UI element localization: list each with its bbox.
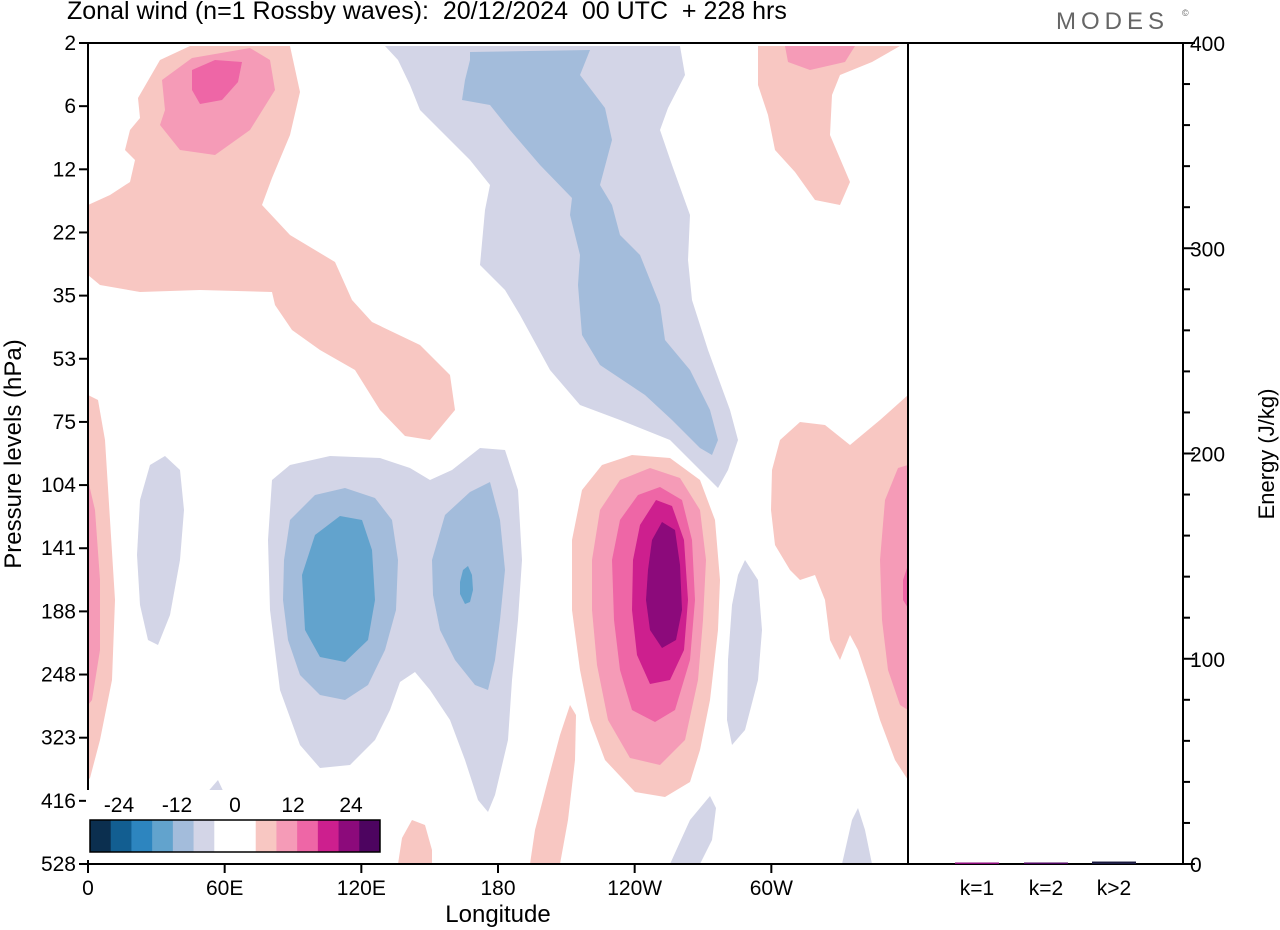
contour-pos-right-edge-12 xyxy=(903,565,908,608)
pressure-tick-label: 35 xyxy=(53,285,76,308)
colorbar-tick-label: 12 xyxy=(281,794,304,817)
colorbar-swatch xyxy=(131,820,153,852)
y-axis-title: Pressure levels (hPa) xyxy=(0,339,27,568)
copyright-mark: © xyxy=(1182,8,1189,18)
contour-pos-bottom-2 xyxy=(398,820,432,864)
contour-neg-strat-inner xyxy=(462,50,718,455)
colorbar-swatch xyxy=(172,820,194,852)
longitude-tick-label: 180 xyxy=(480,877,515,900)
colorbar-swatch xyxy=(214,820,236,852)
longitude-tick-label: 120E xyxy=(337,877,386,900)
contour-pos-left-edge-6 xyxy=(88,480,100,705)
energy-bar xyxy=(955,862,999,864)
contour-neg-80w xyxy=(727,560,762,745)
longitude-axis: 0 60E 120E 180 120W 60W xyxy=(82,864,793,900)
pressure-tick-label: 53 xyxy=(53,348,76,371)
contour-pos-left-edge xyxy=(88,395,115,780)
contour-pos-upper-right xyxy=(758,46,900,205)
contour-pos-right-edge xyxy=(771,395,908,780)
pressure-tick-label: 323 xyxy=(41,727,76,750)
energy-tick-label: 100 xyxy=(1190,649,1225,672)
contour-field xyxy=(88,46,908,864)
energy-axis: 0 100 200 300 400 xyxy=(1183,33,1225,877)
contour-pos-upper-left-12 xyxy=(192,60,242,104)
contour-neg-bottom-1 xyxy=(670,796,716,864)
energy-category-label: k>2 xyxy=(1097,877,1131,900)
pressure-tick-label: 12 xyxy=(53,158,76,181)
energy-category-label: k=2 xyxy=(1029,877,1063,900)
energy-tick-label: 0 xyxy=(1190,854,1202,877)
longitude-tick-label: 60W xyxy=(750,877,793,900)
energy-axis-title: Energy (J/kg) xyxy=(1254,389,1279,520)
pressure-tick-label: 2 xyxy=(64,32,76,55)
pressure-tick-label: 188 xyxy=(41,600,76,623)
colorbar-swatch xyxy=(255,820,277,852)
contour-pos-upper-left-6 xyxy=(160,48,275,155)
energy-bars: k=1 k=2 k>2 xyxy=(955,861,1136,900)
contour-neg-120e-core xyxy=(302,516,375,662)
pressure-tick-label: 528 xyxy=(41,853,76,876)
energy-category-label: k=1 xyxy=(960,877,994,900)
colorbar: -24 -12 0 12 24 xyxy=(86,790,384,860)
colorbar-swatch xyxy=(90,820,112,852)
colorbar-frame xyxy=(89,819,381,853)
x-axis-title: Longitude xyxy=(445,901,550,928)
pressure-tick-label: 141 xyxy=(41,537,76,560)
pressure-tick-label: 416 xyxy=(41,790,76,813)
pressure-tick-label: 104 xyxy=(41,474,76,497)
colorbar-tick-label: 24 xyxy=(339,794,363,817)
colorbar-swatch xyxy=(359,820,381,852)
energy-tick-label: 400 xyxy=(1190,33,1225,56)
colorbar-swatch xyxy=(110,820,132,852)
colorbar-swatch xyxy=(317,820,339,852)
colorbar-tick-label: 0 xyxy=(229,794,241,817)
pressure-axis: 2 6 12 22 35 53 75 104 141 188 248 323 416 528 xyxy=(41,32,88,876)
pressure-tick-label: 75 xyxy=(53,411,76,434)
pressure-tick-label: 6 xyxy=(64,95,76,118)
energy-tick-label: 300 xyxy=(1190,238,1225,261)
contour-pos-bottom-1 xyxy=(530,705,576,864)
energy-bar xyxy=(1092,861,1136,864)
colorbar-tick-label: -12 xyxy=(162,794,192,817)
contour-pos-upper-left xyxy=(88,46,455,440)
chart-title: Zonal wind (n=1 Rossby waves): 20/12/202… xyxy=(67,0,787,25)
colorbar-swatch xyxy=(152,820,174,852)
contour-pos-right-edge-6 xyxy=(880,465,908,710)
contour-pos-120w-24 xyxy=(646,522,682,648)
longitude-tick-label: 120W xyxy=(607,877,662,900)
colorbar-swatch xyxy=(235,820,257,852)
contour-neg-40e xyxy=(137,456,184,645)
energy-bar xyxy=(1024,862,1068,864)
energy-tick-label: 200 xyxy=(1190,444,1225,467)
colorbar-swatch xyxy=(276,820,298,852)
longitude-tick-label: 0 xyxy=(82,877,94,900)
pressure-tick-label: 22 xyxy=(53,221,76,244)
colorbar-swatch xyxy=(338,820,360,852)
contour-neg-bottom-2 xyxy=(842,808,872,864)
colorbar-tick-label: -24 xyxy=(104,794,135,817)
longitude-tick-label: 60E xyxy=(206,877,243,900)
modes-logo: MODES xyxy=(1056,8,1170,35)
colorbar-swatch xyxy=(193,820,215,852)
contour-pos-upper-right-6 xyxy=(785,46,855,70)
colorbar-swatch xyxy=(297,820,319,852)
pressure-tick-label: 248 xyxy=(41,664,76,687)
contour-neg-180-core xyxy=(460,566,473,604)
